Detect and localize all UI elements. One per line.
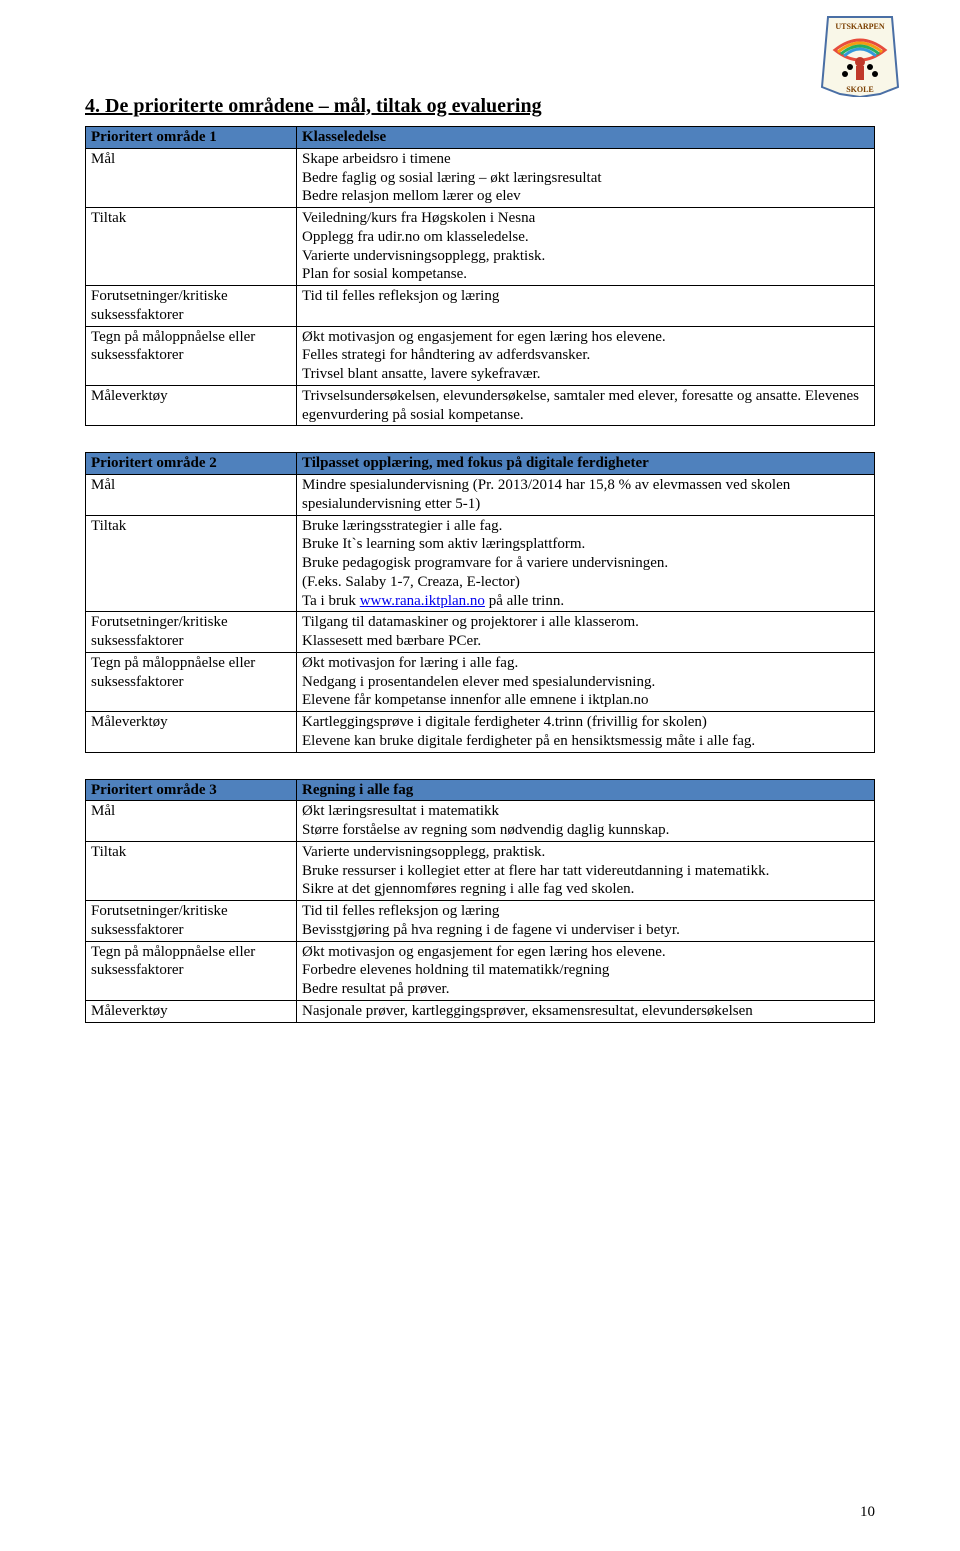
iktplan-link[interactable]: www.rana.iktplan.no xyxy=(360,593,485,609)
area-header-value: Tilpasset opplæring, med fokus på digita… xyxy=(297,453,875,475)
logo-bottom-text: SKOLE xyxy=(846,85,874,94)
row-label: Tiltak xyxy=(86,515,297,612)
page: UTSKARPEN SKOLE 4. De prioriterte område… xyxy=(0,0,960,1551)
row-value: Økt motivasjon og engasjement for egen l… xyxy=(297,941,875,1000)
row-label: Tiltak xyxy=(86,841,297,900)
section-heading: 4. De prioriterte områdene – mål, tiltak… xyxy=(85,95,875,118)
table-header-row: Prioritert område 3Regning i alle fag xyxy=(86,779,875,801)
row-label: Forutsetninger/kritiske suksessfaktorer xyxy=(86,286,297,327)
tables-container: Prioritert område 1KlasseledelseMålSkape… xyxy=(85,126,875,1023)
row-label: Mål xyxy=(86,148,297,207)
table-row: MålMindre spesialundervisning (Pr. 2013/… xyxy=(86,475,875,516)
area-header-value: Klasseledelse xyxy=(297,127,875,149)
table-row: MålØkt læringsresultat i matematikkStørr… xyxy=(86,801,875,842)
table-row: TiltakVeiledning/kurs fra Høgskolen i Ne… xyxy=(86,208,875,286)
area-header-label: Prioritert område 3 xyxy=(86,779,297,801)
school-logo: UTSKARPEN SKOLE xyxy=(820,12,900,97)
area-header-label: Prioritert område 2 xyxy=(86,453,297,475)
row-value: Tilgang til datamaskiner og projektorer … xyxy=(297,612,875,653)
row-label: Tegn på måloppnåelse eller suksessfaktor… xyxy=(86,941,297,1000)
table-row: MåleverktøyKartleggingsprøve i digitale … xyxy=(86,712,875,753)
row-label: Forutsetninger/kritiske suksessfaktorer xyxy=(86,612,297,653)
row-value: Trivselsundersøkelsen, elevundersøkelse,… xyxy=(297,385,875,426)
area-table-2: Prioritert område 2Tilpasset opplæring, … xyxy=(85,452,875,752)
row-value: Varierte undervisningsopplegg, praktisk.… xyxy=(297,841,875,900)
row-value: Skape arbeidsro i timeneBedre faglig og … xyxy=(297,148,875,207)
row-value: Veiledning/kurs fra Høgskolen i NesnaOpp… xyxy=(297,208,875,286)
table-row: MåleverktøyNasjonale prøver, kartlegging… xyxy=(86,1000,875,1022)
row-label: Måleverktøy xyxy=(86,385,297,426)
table-row: MåleverktøyTrivselsundersøkelsen, elevun… xyxy=(86,385,875,426)
logo-top-text: UTSKARPEN xyxy=(835,22,885,31)
area-header-value: Regning i alle fag xyxy=(297,779,875,801)
row-label: Tiltak xyxy=(86,208,297,286)
table-row: MålSkape arbeidsro i timeneBedre faglig … xyxy=(86,148,875,207)
row-value: Bruke læringsstrategier i alle fag.Bruke… xyxy=(297,515,875,612)
row-label: Forutsetninger/kritiske suksessfaktorer xyxy=(86,901,297,942)
row-label: Mål xyxy=(86,475,297,516)
table-header-row: Prioritert område 2Tilpasset opplæring, … xyxy=(86,453,875,475)
table-row: TiltakBruke læringsstrategier i alle fag… xyxy=(86,515,875,612)
row-label: Måleverktøy xyxy=(86,1000,297,1022)
row-value: Tid til felles refleksjon og læring xyxy=(297,286,875,327)
row-value: Mindre spesialundervisning (Pr. 2013/201… xyxy=(297,475,875,516)
row-value: Økt motivasjon for læring i alle fag.Ned… xyxy=(297,652,875,711)
area-table-1: Prioritert område 1KlasseledelseMålSkape… xyxy=(85,126,875,426)
row-label: Tegn på måloppnåelse eller suksessfaktor… xyxy=(86,326,297,385)
table-row: Tegn på måloppnåelse eller suksessfaktor… xyxy=(86,326,875,385)
table-header-row: Prioritert område 1Klasseledelse xyxy=(86,127,875,149)
row-label: Mål xyxy=(86,801,297,842)
row-label: Tegn på måloppnåelse eller suksessfaktor… xyxy=(86,652,297,711)
table-row: Forutsetninger/kritiske suksessfaktorerT… xyxy=(86,286,875,327)
row-label: Måleverktøy xyxy=(86,712,297,753)
table-row: Forutsetninger/kritiske suksessfaktorerT… xyxy=(86,612,875,653)
row-value: Økt læringsresultat i matematikkStørre f… xyxy=(297,801,875,842)
area-table-3: Prioritert område 3Regning i alle fagMål… xyxy=(85,779,875,1023)
row-value: Nasjonale prøver, kartleggingsprøver, ek… xyxy=(297,1000,875,1022)
row-value: Tid til felles refleksjon og læringBevis… xyxy=(297,901,875,942)
table-row: TiltakVarierte undervisningsopplegg, pra… xyxy=(86,841,875,900)
table-row: Tegn på måloppnåelse eller suksessfaktor… xyxy=(86,652,875,711)
row-value: Kartleggingsprøve i digitale ferdigheter… xyxy=(297,712,875,753)
row-value: Økt motivasjon og engasjement for egen l… xyxy=(297,326,875,385)
area-header-label: Prioritert område 1 xyxy=(86,127,297,149)
table-row: Tegn på måloppnåelse eller suksessfaktor… xyxy=(86,941,875,1000)
table-row: Forutsetninger/kritiske suksessfaktorerT… xyxy=(86,901,875,942)
page-number: 10 xyxy=(860,1504,875,1521)
